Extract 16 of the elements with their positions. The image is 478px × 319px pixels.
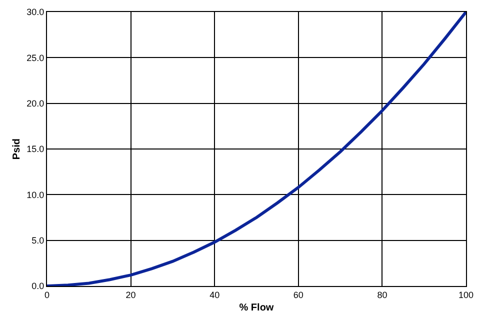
- x-tick-label: 40: [210, 290, 220, 300]
- y-tick-label: 15.0: [26, 144, 44, 154]
- y-tick-label: 20.0: [26, 98, 44, 108]
- x-tick-label: 60: [293, 290, 304, 300]
- y-tick-label: 25.0: [26, 52, 44, 63]
- y-tick-label: 5.0: [32, 235, 44, 246]
- y-tick-label: 30.0: [26, 7, 44, 18]
- x-tick-label: 20: [126, 290, 136, 300]
- y-axis-title: Psid: [12, 138, 23, 160]
- x-tick-label: 0: [44, 290, 50, 300]
- line-series: [47, 12, 466, 286]
- x-tick-label: 100: [458, 290, 474, 300]
- y-tick-label: 10.0: [26, 190, 44, 200]
- x-axis-title: % Flow: [239, 302, 274, 314]
- x-tick-label: 80: [377, 290, 388, 300]
- y-tick-label: 0.0: [32, 281, 44, 292]
